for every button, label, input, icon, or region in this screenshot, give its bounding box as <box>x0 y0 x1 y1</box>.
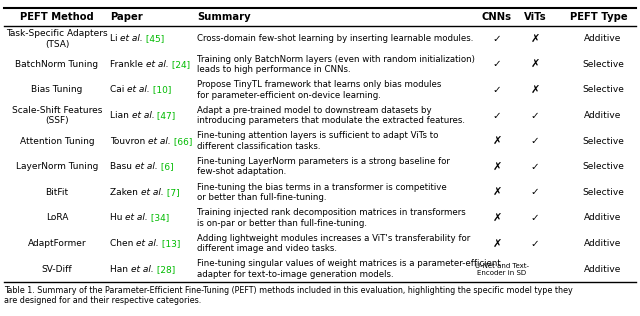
Text: Cai: Cai <box>110 86 127 94</box>
Text: Additive: Additive <box>584 239 621 248</box>
Text: et al.: et al. <box>132 111 154 120</box>
Text: Frankle: Frankle <box>110 60 146 69</box>
Text: ✓: ✓ <box>493 34 501 44</box>
Text: Selective: Selective <box>582 188 624 197</box>
Text: Han: Han <box>110 265 131 274</box>
Text: [10]: [10] <box>150 86 172 94</box>
Text: Fine-tuning LayerNorm parameters is a strong baseline for
few-shot adaptation.: Fine-tuning LayerNorm parameters is a st… <box>197 157 450 177</box>
Text: LayerNorm Tuning: LayerNorm Tuning <box>16 162 98 171</box>
Text: [6]: [6] <box>157 162 173 171</box>
Text: Training only BatchNorm layers (even with random initialization)
leads to high p: Training only BatchNorm layers (even wit… <box>197 55 475 74</box>
Text: PEFT Type: PEFT Type <box>570 12 628 22</box>
Text: ✗: ✗ <box>531 59 540 70</box>
Text: PEFT Method: PEFT Method <box>20 12 94 22</box>
Text: Task-Specific Adapters
(TSA): Task-Specific Adapters (TSA) <box>6 29 108 48</box>
Text: et al.: et al. <box>135 162 157 171</box>
Text: ✗: ✗ <box>531 85 540 95</box>
Text: Scale-Shift Features
(SSF): Scale-Shift Features (SSF) <box>12 106 102 125</box>
Text: BitFit: BitFit <box>45 188 68 197</box>
Text: Selective: Selective <box>582 86 624 94</box>
Text: ✗: ✗ <box>492 213 502 223</box>
Text: Selective: Selective <box>582 137 624 146</box>
Text: Li: Li <box>110 34 120 43</box>
Text: Fine-tuning attention layers is sufficient to adapt ViTs to
different classifica: Fine-tuning attention layers is sufficie… <box>197 131 438 151</box>
Text: [13]: [13] <box>159 239 180 248</box>
Text: [28]: [28] <box>154 265 175 274</box>
Text: ✓: ✓ <box>493 111 501 121</box>
Text: Additive: Additive <box>584 214 621 222</box>
Text: et al.: et al. <box>120 34 143 43</box>
Text: ✗: ✗ <box>531 34 540 44</box>
Text: [45]: [45] <box>143 34 164 43</box>
Text: Touvron: Touvron <box>110 137 148 146</box>
Text: AdaptFormer: AdaptFormer <box>28 239 86 248</box>
Text: ✓: ✓ <box>531 187 540 198</box>
Text: CNNs: CNNs <box>482 12 512 22</box>
Text: Table 1. Summary of the Parameter-Efficient Fine-Tuning (PEFT) methods included : Table 1. Summary of the Parameter-Effici… <box>4 286 573 305</box>
Text: Fine-tuning the bias terms in a transformer is competitive
or better than full-f: Fine-tuning the bias terms in a transfor… <box>197 183 447 202</box>
Text: ✗: ✗ <box>492 136 502 146</box>
Text: LoRA: LoRA <box>46 214 68 222</box>
Text: Additive: Additive <box>584 265 621 274</box>
Text: Hu: Hu <box>110 214 125 222</box>
Text: Basu: Basu <box>110 162 135 171</box>
Text: Summary: Summary <box>197 12 251 22</box>
Text: Bias Tuning: Bias Tuning <box>31 86 83 94</box>
Text: Selective: Selective <box>582 60 624 69</box>
Text: Cross-domain few-shot learning by inserting learnable modules.: Cross-domain few-shot learning by insert… <box>197 34 474 43</box>
Text: ✗: ✗ <box>492 162 502 172</box>
Text: Lian: Lian <box>110 111 132 120</box>
Text: Fine-tuning singular values of weight matrices is a parameter-efficient
adapter : Fine-tuning singular values of weight ma… <box>197 259 500 279</box>
Text: et al.: et al. <box>127 86 150 94</box>
Text: [66]: [66] <box>171 137 192 146</box>
Text: [47]: [47] <box>154 111 176 120</box>
Text: ✓: ✓ <box>493 85 501 95</box>
Text: ViTs: ViTs <box>524 12 547 22</box>
Text: Additive: Additive <box>584 111 621 120</box>
Text: [34]: [34] <box>148 214 170 222</box>
Text: ✓: ✓ <box>531 162 540 172</box>
Text: Paper: Paper <box>110 12 143 22</box>
Text: Zaken: Zaken <box>110 188 141 197</box>
Text: ✓: ✓ <box>493 59 501 70</box>
Text: [7]: [7] <box>163 188 179 197</box>
Text: [24]: [24] <box>168 60 189 69</box>
Text: et al.: et al. <box>141 188 163 197</box>
Text: ✓: ✓ <box>531 213 540 223</box>
Text: Adding lightweight modules increases a ViT's transferability for
different image: Adding lightweight modules increases a V… <box>197 234 470 253</box>
Text: et al.: et al. <box>125 214 148 222</box>
Text: ✓: ✓ <box>531 111 540 121</box>
Text: ✓: ✓ <box>531 136 540 146</box>
Text: Selective: Selective <box>582 162 624 171</box>
Text: Additive: Additive <box>584 34 621 43</box>
Text: et al.: et al. <box>136 239 159 248</box>
Text: et al.: et al. <box>148 137 171 146</box>
Text: Training injected rank decomposition matrices in transformers
is on-par or bette: Training injected rank decomposition mat… <box>197 208 466 228</box>
Text: Propose TinyTL framework that learns only bias modules
for parameter-efficient o: Propose TinyTL framework that learns onl… <box>197 80 442 100</box>
Text: Adapt a pre-trained model to downstream datasets by
introducing parameters that : Adapt a pre-trained model to downstream … <box>197 106 465 125</box>
Text: SV-Diff: SV-Diff <box>42 265 72 274</box>
Text: U-Net and Text-
Encoder in SD: U-Net and Text- Encoder in SD <box>475 263 529 276</box>
Text: ✗: ✗ <box>492 239 502 249</box>
Text: Attention Tuning: Attention Tuning <box>20 137 94 146</box>
Text: ✗: ✗ <box>492 187 502 198</box>
Text: Chen: Chen <box>110 239 136 248</box>
Text: BatchNorm Tuning: BatchNorm Tuning <box>15 60 99 69</box>
Text: et al.: et al. <box>146 60 168 69</box>
Text: et al.: et al. <box>131 265 154 274</box>
Text: ✓: ✓ <box>531 239 540 249</box>
